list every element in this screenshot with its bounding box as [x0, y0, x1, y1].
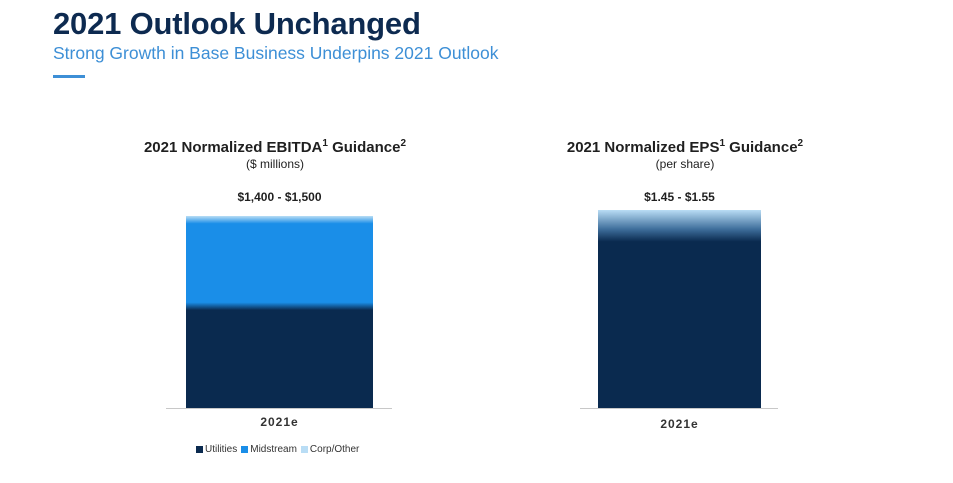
page-subtitle: Strong Growth in Base Business Underpins…	[53, 43, 499, 63]
chart-legend: Utilities Midstream Corp/Other	[196, 444, 359, 455]
eps-title-text: 2021 Normalized EPS	[566, 139, 720, 156]
ebitda-title-footnote-2: 2	[400, 138, 407, 149]
legend-label-corp-other: Corp/Other	[309, 444, 360, 455]
page-title: 2021 Outlook Unchanged	[53, 6, 421, 41]
ebitda-title-footnote-1: 1	[322, 138, 328, 149]
ebitda-x-tick: 2021e	[260, 415, 299, 429]
ebitda-chart-title: 2021 Normalized EBITDA1 Guidance2	[110, 138, 440, 156]
eps-title-guidance: Guidance	[725, 139, 798, 156]
title-accent-line	[53, 75, 85, 78]
ebitda-title-guidance: Guidance	[327, 139, 401, 156]
legend-label-utilities: Utilities	[205, 444, 238, 455]
eps-title-footnote-1: 1	[719, 138, 726, 149]
eps-title-footnote-2: 2	[797, 138, 804, 149]
legend-item-utilities: Utilities	[196, 444, 237, 455]
ebitda-axis-baseline	[166, 408, 392, 409]
ebitda-chart-unit: ($ millions)	[245, 157, 304, 171]
eps-axis-baseline	[580, 408, 778, 409]
legend-item-corp-other: Corp/Other	[300, 444, 360, 455]
eps-range-label: $1.45 - $1.55	[644, 190, 715, 204]
ebitda-title-text: 2021 Normalized EBITDA	[143, 139, 323, 156]
eps-stacked-bar	[598, 210, 761, 408]
ebitda-range-label: $1,400 - $1,500	[237, 190, 322, 204]
legend-swatch-midstream	[241, 446, 249, 453]
eps-x-tick: 2021e	[660, 417, 699, 431]
eps-chart-unit: (per share)	[655, 157, 715, 171]
legend-label-midstream: Midstream	[250, 444, 297, 455]
ebitda-stacked-bar	[186, 216, 373, 408]
legend-swatch-utilities	[196, 446, 203, 453]
legend-swatch-corp-other	[300, 446, 308, 453]
legend-item-midstream: Midstream	[241, 444, 297, 455]
eps-chart-title: 2021 Normalized EPS1 Guidance2	[520, 138, 850, 156]
